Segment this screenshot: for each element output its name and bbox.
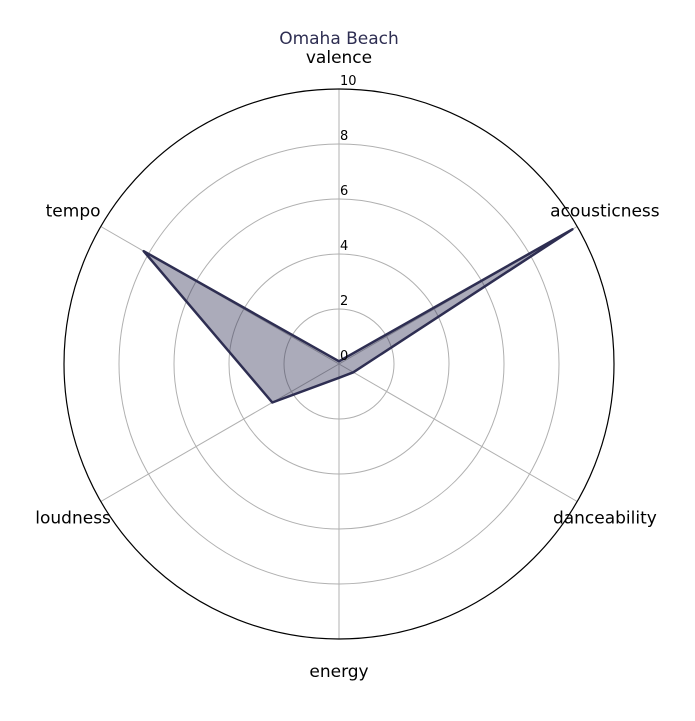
data-layer: [142, 228, 574, 404]
axis-label-tempo: tempo: [46, 202, 101, 222]
axis-label-danceability: danceability: [553, 509, 657, 529]
axis-labels: valence acousticness danceability energy lou…: [35, 48, 660, 682]
tick-label-0: 0: [340, 349, 348, 364]
series-polygon-0: [142, 228, 574, 404]
axis-label-acousticness: acousticness: [550, 202, 660, 222]
axis-label-loudness: loudness: [35, 509, 111, 529]
tick-label-8: 8: [340, 129, 348, 144]
tick-labels: 0 2 4 6 8 10: [340, 74, 357, 364]
axis-label-energy: energy: [309, 662, 368, 682]
tick-label-10: 10: [340, 74, 357, 89]
outer-ring: [63, 88, 615, 640]
tick-label-4: 4: [340, 239, 348, 254]
chart-title: Omaha Beach: [279, 29, 399, 49]
axis-label-valence: valence: [306, 48, 372, 68]
spoke-danceability: [338, 363, 578, 502]
spoke-loudness: [100, 363, 340, 502]
grid-layer: [63, 88, 615, 640]
tick-label-2: 2: [340, 294, 348, 309]
tick-label-6: 6: [340, 184, 348, 199]
